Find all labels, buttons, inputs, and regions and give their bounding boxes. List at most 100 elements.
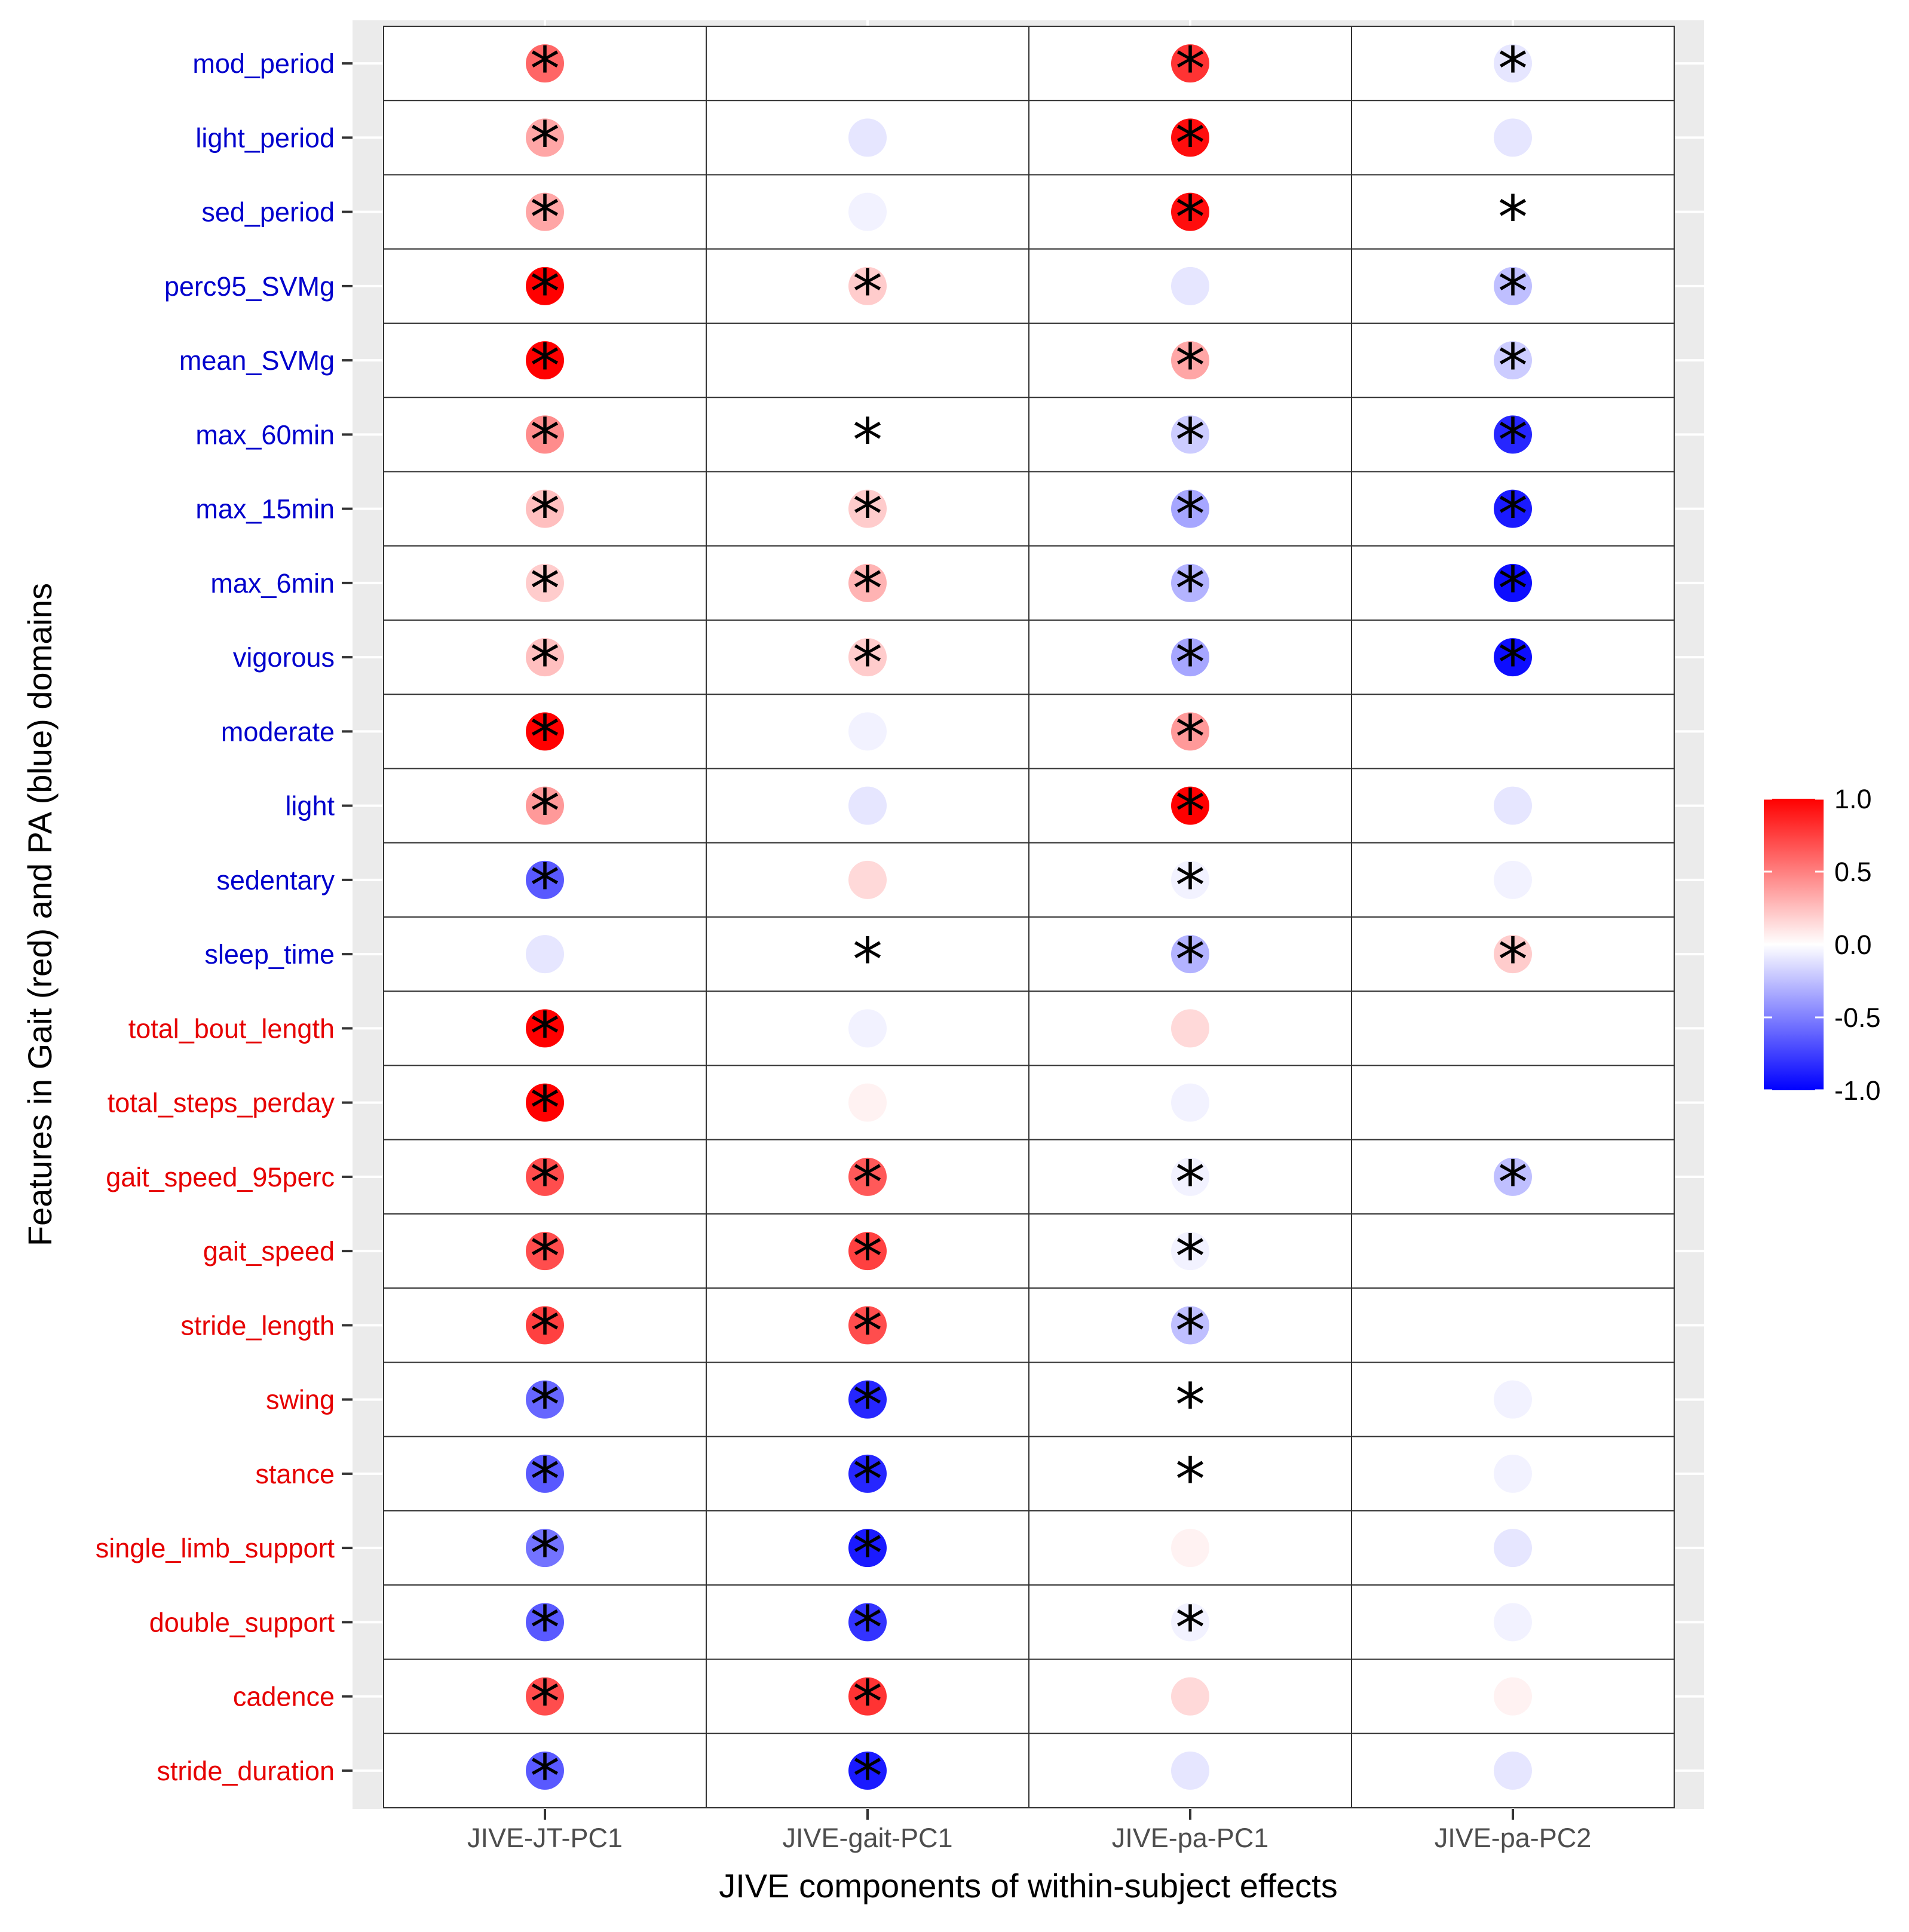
y-tick-label: sleep_time bbox=[204, 939, 335, 970]
y-tick-label: swing bbox=[266, 1385, 335, 1415]
dot-swing-JIVE-JT-PC1 bbox=[526, 1380, 564, 1419]
y-tick-label: gait_speed_95perc bbox=[106, 1162, 335, 1192]
significance-star: * bbox=[1175, 702, 1205, 772]
x-tick-label: JIVE-JT-PC1 bbox=[467, 1823, 623, 1853]
y-tick-label: total_steps_perday bbox=[108, 1088, 335, 1118]
tile bbox=[706, 694, 1029, 769]
significance-star: * bbox=[530, 1148, 560, 1218]
dot-layer bbox=[526, 44, 1532, 1790]
dot-stride_length-JIVE-JT-PC1 bbox=[526, 1306, 564, 1345]
significance-star: * bbox=[530, 777, 560, 847]
x-tick-label: JIVE-gait-PC1 bbox=[782, 1823, 952, 1853]
dot-vigorous-JIVE-pa-PC2 bbox=[1494, 638, 1532, 677]
dot-max_60min-JIVE-gait-PC1 bbox=[848, 415, 887, 454]
dot-max_15min-JIVE-pa-PC1 bbox=[1171, 489, 1209, 528]
significance-star: * bbox=[853, 1445, 883, 1514]
dot-total_steps_perday-JIVE-gait-PC1 bbox=[848, 1083, 887, 1122]
x-tick-label: JIVE-pa-PC2 bbox=[1435, 1823, 1592, 1853]
dot-double_support-JIVE-JT-PC1 bbox=[526, 1603, 564, 1642]
y-tick-label: max_15min bbox=[195, 494, 335, 525]
significance-star: * bbox=[1175, 405, 1205, 475]
significance-star: * bbox=[530, 108, 560, 178]
dot-stride_length-JIVE-gait-PC1 bbox=[848, 1306, 887, 1345]
significance-star: * bbox=[1498, 628, 1528, 698]
significance-star: * bbox=[530, 851, 560, 921]
dot-mod_period-JIVE-pa-PC2 bbox=[1494, 44, 1532, 83]
significance-star: * bbox=[853, 1667, 883, 1737]
dot-stride_duration-JIVE-gait-PC1 bbox=[848, 1751, 887, 1790]
dot-moderate-JIVE-pa-PC2 bbox=[1494, 712, 1532, 751]
y-tick-label: mean_SVMg bbox=[179, 345, 335, 376]
y-tick-label: stance bbox=[255, 1459, 335, 1489]
legend-tick-label: -1.0 bbox=[1834, 1075, 1881, 1106]
significance-star: * bbox=[1175, 851, 1205, 921]
significance-star: * bbox=[530, 1074, 560, 1143]
y-tick-label: max_6min bbox=[210, 568, 335, 599]
x-axis: JIVE-JT-PC1 JIVE-gait-PC1 JIVE-pa-PC1 JIVE-… bbox=[467, 1809, 1591, 1853]
significance-star: * bbox=[530, 405, 560, 475]
dot-stance-JIVE-JT-PC1 bbox=[526, 1454, 564, 1493]
dot-stance-JIVE-pa-PC1 bbox=[1171, 1454, 1209, 1493]
y-tick-label: single_limb_support bbox=[96, 1533, 335, 1563]
legend-tick-label: 0.5 bbox=[1834, 857, 1872, 887]
y-tick-label: sedentary bbox=[216, 865, 335, 896]
significance-layer: * * ** ** * ** * ** * ** * * ** * * ** * * ** * * ** ** ** ** * **… bbox=[530, 34, 1528, 1811]
y-tick-label: stride_length bbox=[180, 1310, 335, 1341]
dot-gait_speed-JIVE-JT-PC1 bbox=[526, 1232, 564, 1271]
significance-star: * bbox=[530, 1519, 560, 1588]
y-tick-label: sed_period bbox=[201, 197, 335, 228]
significance-star: * bbox=[853, 925, 883, 995]
dot-total_steps_perday-JIVE-pa-PC1 bbox=[1171, 1083, 1209, 1122]
significance-star: * bbox=[530, 1370, 560, 1440]
significance-star: * bbox=[1175, 108, 1205, 178]
significance-star: * bbox=[1175, 554, 1205, 624]
y-tick-label: stride_duration bbox=[157, 1756, 335, 1786]
significance-star: * bbox=[530, 554, 560, 624]
dot-sed_period-JIVE-pa-PC1 bbox=[1171, 192, 1209, 231]
dot-total_bout_length-JIVE-JT-PC1 bbox=[526, 1009, 564, 1048]
significance-star: * bbox=[1175, 480, 1205, 550]
y-axis: mod_period light_period sed_period perc95_S… bbox=[96, 48, 353, 1786]
dot-moderate-JIVE-pa-PC1 bbox=[1171, 712, 1209, 751]
significance-star: * bbox=[853, 554, 883, 624]
dot-sleep_time-JIVE-JT-PC1 bbox=[526, 935, 564, 974]
significance-star: * bbox=[1175, 777, 1205, 847]
dot-total_bout_length-JIVE-pa-PC1 bbox=[1171, 1009, 1209, 1048]
legend-ticks: 1.0 0.5 0.0 -0.5 -1.0 bbox=[1764, 784, 1881, 1106]
dot-total_steps_perday-JIVE-pa-PC2 bbox=[1494, 1083, 1532, 1122]
dot-sedentary-JIVE-pa-PC2 bbox=[1494, 860, 1532, 899]
dot-max_6min-JIVE-JT-PC1 bbox=[526, 563, 564, 602]
significance-star: * bbox=[853, 1593, 883, 1663]
legend-tick-label: 0.0 bbox=[1834, 930, 1872, 960]
y-tick-label: mod_period bbox=[192, 48, 335, 79]
significance-star: * bbox=[1175, 34, 1205, 104]
significance-star: * bbox=[1498, 480, 1528, 550]
dot-mod_period-JIVE-gait-PC1 bbox=[848, 44, 887, 83]
dot-mean_SVMg-JIVE-pa-PC1 bbox=[1171, 341, 1209, 380]
dot-sleep_time-JIVE-pa-PC2 bbox=[1494, 935, 1532, 974]
dot-light_period-JIVE-JT-PC1 bbox=[526, 118, 564, 157]
significance-star: * bbox=[853, 1519, 883, 1588]
significance-star: * bbox=[1498, 405, 1528, 475]
significance-star: * bbox=[853, 1148, 883, 1218]
dot-sed_period-JIVE-gait-PC1 bbox=[848, 192, 887, 231]
dot-sedentary-JIVE-gait-PC1 bbox=[848, 860, 887, 899]
dot-vigorous-JIVE-JT-PC1 bbox=[526, 638, 564, 677]
dot-perc95_SVMg-JIVE-pa-PC1 bbox=[1171, 266, 1209, 305]
significance-star: * bbox=[853, 628, 883, 698]
significance-star: * bbox=[530, 34, 560, 104]
dot-double_support-JIVE-pa-PC1 bbox=[1171, 1603, 1209, 1642]
significance-star: * bbox=[530, 999, 560, 1069]
dot-double_support-JIVE-gait-PC1 bbox=[848, 1603, 887, 1642]
significance-star: * bbox=[853, 480, 883, 550]
significance-star: * bbox=[530, 1296, 560, 1366]
dot-max_15min-JIVE-gait-PC1 bbox=[848, 489, 887, 528]
dot-sedentary-JIVE-pa-PC1 bbox=[1171, 860, 1209, 899]
dot-single_limb_support-JIVE-pa-PC2 bbox=[1494, 1529, 1532, 1568]
dot-gait_speed_95perc-JIVE-JT-PC1 bbox=[526, 1157, 564, 1196]
significance-star: * bbox=[530, 331, 560, 401]
dot-max_6min-JIVE-pa-PC2 bbox=[1494, 563, 1532, 602]
dot-stance-JIVE-pa-PC2 bbox=[1494, 1454, 1532, 1493]
dot-stride_length-JIVE-pa-PC2 bbox=[1494, 1306, 1532, 1345]
